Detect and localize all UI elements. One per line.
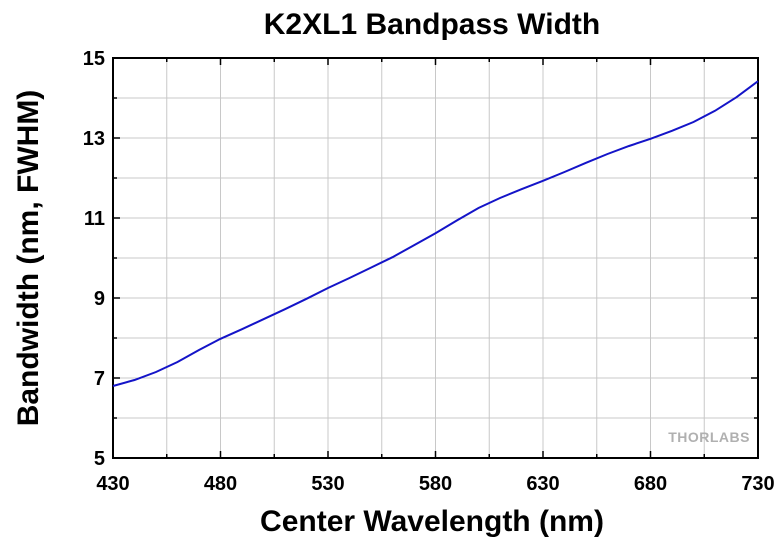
x-tick-label: 630 [526, 473, 559, 495]
x-tick-label: 430 [96, 473, 129, 495]
x-tick-label: 730 [741, 473, 774, 495]
y-tick-label: 11 [84, 208, 105, 230]
plot-area [112, 57, 759, 459]
y-tick-label: 7 [94, 368, 105, 390]
x-axis-label: Center Wavelength (nm) [260, 505, 604, 538]
y-tick-label: 9 [94, 288, 105, 310]
y-tick-label: 15 [83, 48, 105, 70]
y-axis-label: Bandwidth (nm, FWHM) [12, 90, 45, 427]
x-tick-labels: 430 480 530 580 630 680 730 [96, 473, 774, 495]
series-line [112, 80, 759, 387]
x-tick-label: 680 [634, 473, 667, 495]
x-tick-label: 480 [204, 473, 237, 495]
y-tick-label: 13 [83, 128, 105, 150]
y-tick-label: 5 [94, 448, 105, 470]
chart-title: K2XL1 Bandpass Width [264, 8, 600, 41]
y-tick-labels: 5 7 9 11 13 15 [83, 48, 105, 470]
x-tick-label: 530 [311, 473, 344, 495]
thorlabs-watermark: THORLABS [668, 429, 750, 445]
x-tick-label: 580 [419, 473, 452, 495]
grid-layer [113, 58, 758, 458]
